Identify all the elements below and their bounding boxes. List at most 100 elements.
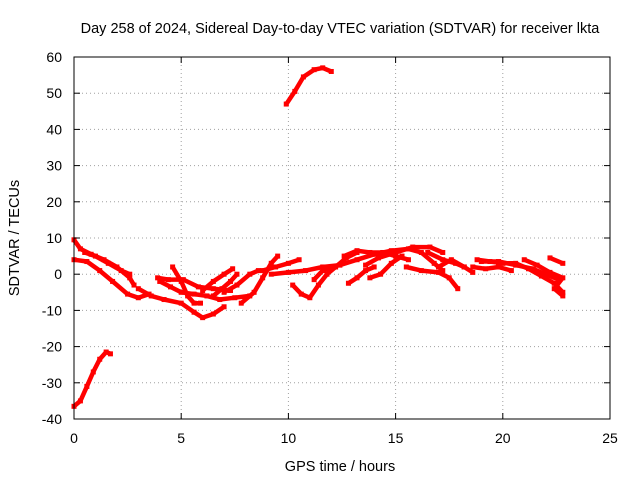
y-tick-label: 0 <box>54 266 62 282</box>
series-arc-21 <box>369 254 404 280</box>
data-point <box>320 264 326 270</box>
data-point <box>363 268 369 274</box>
data-point <box>251 289 257 295</box>
data-point <box>354 248 360 254</box>
data-point <box>435 264 441 270</box>
data-point <box>470 269 476 275</box>
data-point <box>195 284 201 290</box>
y-tick-label: 60 <box>46 49 62 65</box>
data-point <box>324 271 330 277</box>
data-point <box>410 244 416 250</box>
data-point <box>157 278 163 284</box>
series-arc-19 <box>347 264 376 286</box>
data-point <box>388 260 394 266</box>
data-point <box>440 268 446 274</box>
data-point <box>221 304 227 310</box>
data-point <box>127 275 133 281</box>
data-point <box>200 315 206 321</box>
data-point <box>354 257 360 263</box>
data-point <box>127 271 133 277</box>
data-point <box>197 300 203 306</box>
data-point <box>135 286 141 292</box>
data-point <box>403 264 409 270</box>
series-arc-26 <box>472 264 513 273</box>
data-point <box>90 369 96 375</box>
series-arc-2 <box>284 65 333 106</box>
data-point <box>178 278 184 284</box>
data-point <box>508 268 514 274</box>
data-point <box>538 273 544 279</box>
data-point <box>405 257 411 263</box>
data-point <box>125 291 131 297</box>
data-point <box>547 269 553 275</box>
y-tick-label: -20 <box>42 339 62 355</box>
data-point <box>161 297 167 303</box>
data-point <box>221 271 227 277</box>
data-point <box>268 271 274 277</box>
y-tick-label: -10 <box>42 302 62 318</box>
data-point <box>92 253 98 259</box>
data-point <box>118 268 124 274</box>
data-point <box>560 275 566 281</box>
data-point <box>210 278 216 284</box>
data-point <box>320 268 326 274</box>
data-point <box>260 275 266 281</box>
data-point <box>238 300 244 306</box>
y-tick-label: 20 <box>46 194 62 210</box>
grid <box>74 57 610 419</box>
data-point <box>255 268 261 274</box>
data-point <box>551 286 557 292</box>
data-point <box>135 295 141 301</box>
data-point <box>148 293 154 299</box>
data-point <box>461 264 467 270</box>
data-point <box>247 271 253 277</box>
data-point <box>547 255 553 261</box>
x-tick-label: 15 <box>388 430 404 446</box>
data-point <box>303 268 309 274</box>
data-point <box>363 262 369 268</box>
data-point <box>105 260 111 266</box>
data-point <box>354 275 360 281</box>
data-point <box>448 257 454 263</box>
data-point <box>393 249 399 255</box>
data-point <box>170 264 176 270</box>
chart-title: Day 258 of 2024, Sidereal Day-to-day VTE… <box>81 21 601 37</box>
x-tick-label: 5 <box>177 430 185 446</box>
x-axis-title: GPS time / hours <box>285 459 395 475</box>
data-point <box>178 289 184 295</box>
data-point <box>560 293 566 299</box>
data-point <box>219 286 225 292</box>
data-point <box>418 268 424 274</box>
y-tick-label: -30 <box>42 375 62 391</box>
data-point <box>210 293 216 299</box>
series-arc-11 <box>211 272 239 298</box>
data-point <box>446 275 452 281</box>
data-point <box>210 311 216 317</box>
data-point <box>165 277 171 283</box>
series-arc-24 <box>437 257 474 275</box>
data-point <box>521 257 527 263</box>
data-point <box>296 257 302 263</box>
data-point <box>375 255 381 261</box>
data-point <box>560 260 566 266</box>
data-point <box>77 398 83 404</box>
data-point <box>77 246 83 252</box>
data-point <box>290 282 296 288</box>
data-point <box>221 289 227 295</box>
series-arc-1 <box>72 349 112 409</box>
data-point <box>470 264 476 270</box>
data-point <box>273 264 279 270</box>
data-point <box>345 280 351 286</box>
data-point <box>285 260 291 266</box>
data-point <box>431 260 437 266</box>
data-point <box>427 244 433 250</box>
data-point <box>232 295 238 301</box>
data-point <box>551 280 557 286</box>
data-point <box>388 248 394 254</box>
y-tick-label: 40 <box>46 121 62 137</box>
data-point <box>185 293 191 299</box>
x-tick-label: 0 <box>70 430 78 446</box>
data-point <box>341 253 347 259</box>
data-point <box>228 278 234 284</box>
data-point <box>97 268 103 274</box>
